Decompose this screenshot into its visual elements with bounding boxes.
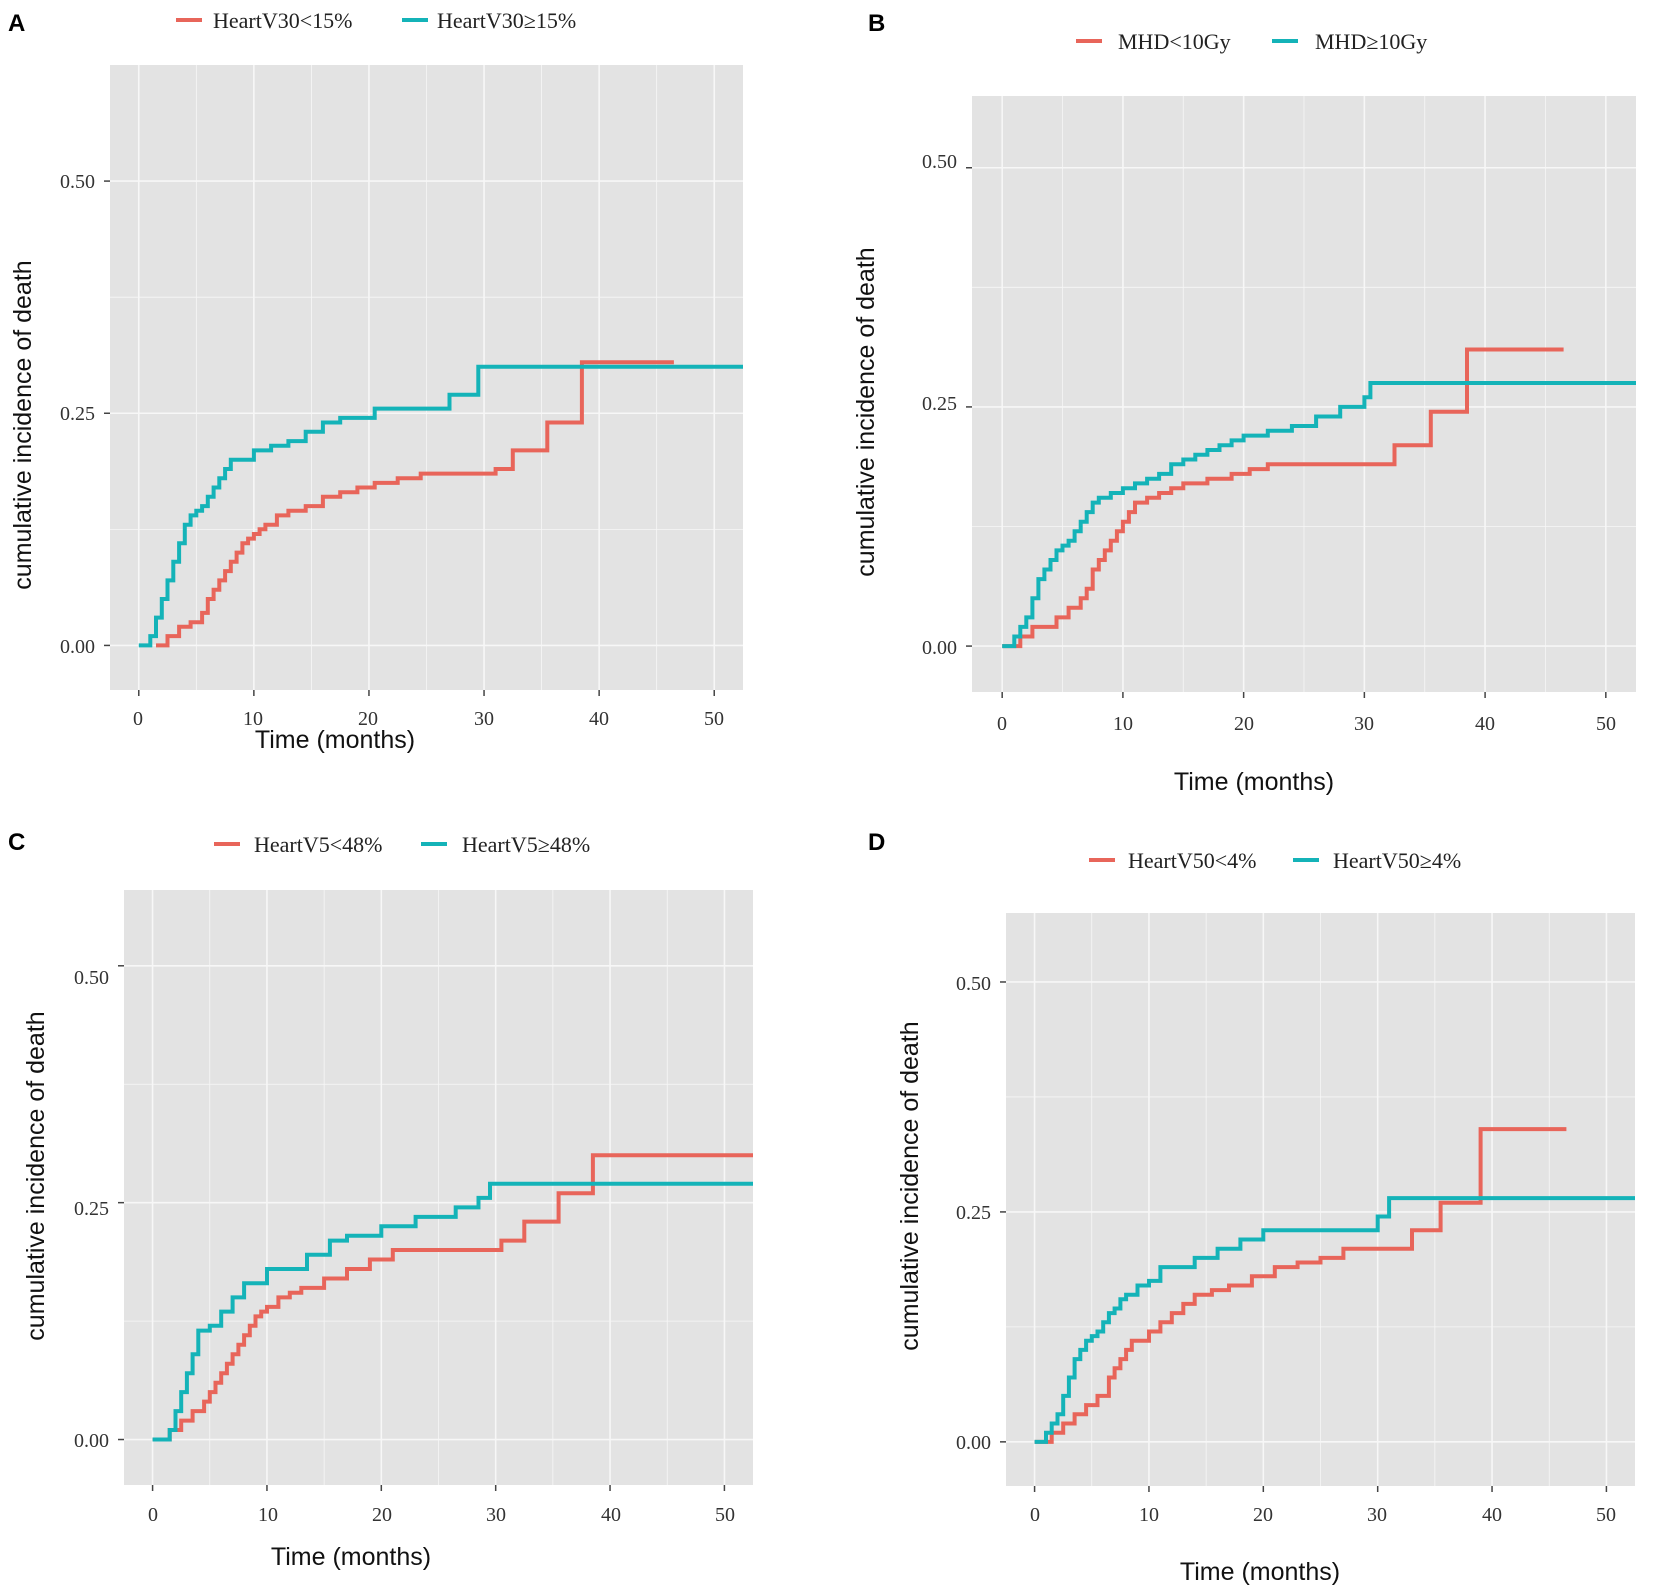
panel-letter-c: C <box>8 829 25 856</box>
y-tick-label-d-000: 0.00 <box>956 1432 991 1454</box>
y-tick-label-c-000: 0.00 <box>74 1430 109 1452</box>
y-tick-label-a-000: 0.00 <box>60 636 95 658</box>
panel-letter-b: B <box>868 10 885 37</box>
y-axis-title-c: cumulative incidence of death <box>22 1011 50 1340</box>
series-line-c-heartv5-ge48 <box>152 1181 753 1442</box>
x-axis-title-b: Time (months) <box>1174 768 1334 796</box>
x-tick-label-d-20: 20 <box>1253 1504 1273 1526</box>
x-tick-label-b-30: 30 <box>1354 713 1374 735</box>
x-tick-label-a-10: 10 <box>243 708 263 730</box>
y-axis-title-b: cumulative incidence of death <box>852 247 880 576</box>
x-tick-label-b-10: 10 <box>1113 713 1133 735</box>
panel-b: B MHD<10Gy MHD≥10Gy 0 10 20 30 40 50 0.0… <box>852 10 1636 796</box>
legend-label-teal-b: MHD≥10Gy <box>1315 29 1427 54</box>
x-tick-label-d-50: 50 <box>1596 1504 1616 1526</box>
legend-label-red-a: HeartV30<15% <box>213 8 352 33</box>
gridlines-c <box>124 890 753 1485</box>
x-tick-label-a-50: 50 <box>704 708 724 730</box>
y-tick-label-c-025: 0.25 <box>74 1198 109 1220</box>
axis-ticks-a <box>104 180 715 696</box>
gridlines-d <box>1006 913 1635 1486</box>
series-line-d-heartv50-lt4 <box>1034 1127 1567 1444</box>
x-axis-title-a: Time (months) <box>255 726 415 754</box>
x-axis-title-c: Time (months) <box>271 1543 431 1571</box>
series-line-d-heartv50-ge4 <box>1034 1196 1635 1444</box>
legend-label-teal-d: HeartV50≥4% <box>1333 848 1461 873</box>
panel-letter-d: D <box>868 829 885 856</box>
y-tick-label-d-025: 0.25 <box>956 1202 991 1224</box>
x-tick-label-a-0: 0 <box>133 708 143 730</box>
x-tick-label-b-20: 20 <box>1234 713 1254 735</box>
y-tick-label-a-050: 0.50 <box>60 171 95 193</box>
axis-ticks-c <box>118 965 726 1491</box>
legend-a: HeartV30<15% HeartV30≥15% <box>176 8 576 33</box>
y-tick-label-b-000: 0.00 <box>922 637 957 659</box>
legend-c: HeartV5<48% HeartV5≥48% <box>214 832 590 857</box>
y-tick-label-b-050: 0.50 <box>922 151 957 173</box>
axis-ticks-b <box>966 166 1607 698</box>
panel-letter-a: A <box>8 10 25 37</box>
axis-ticks-d <box>1000 981 1608 1492</box>
x-tick-label-c-30: 30 <box>486 1504 506 1526</box>
gridlines-a <box>110 65 743 690</box>
x-tick-label-a-30: 30 <box>474 708 494 730</box>
y-tick-label-b-025: 0.25 <box>922 393 957 415</box>
x-tick-label-d-30: 30 <box>1367 1504 1387 1526</box>
legend-label-teal-a: HeartV30≥15% <box>437 8 576 33</box>
x-tick-label-c-20: 20 <box>372 1504 392 1526</box>
x-tick-label-a-20: 20 <box>358 708 378 730</box>
x-tick-label-b-0: 0 <box>997 713 1007 735</box>
x-axis-title-d: Time (months) <box>1180 1558 1340 1586</box>
legend-label-red-c: HeartV5<48% <box>254 832 382 857</box>
x-tick-label-d-40: 40 <box>1482 1504 1502 1526</box>
y-axis-title-a: cumulative incidence of death <box>9 260 37 589</box>
x-tick-label-c-10: 10 <box>258 1504 278 1526</box>
series-line-a-heartv30-lt15 <box>156 360 674 648</box>
series-line-b-mhd-ge10 <box>1002 381 1636 649</box>
legend-b: MHD<10Gy MHD≥10Gy <box>1076 29 1427 54</box>
series-line-c-heartv5-lt48 <box>152 1153 753 1442</box>
x-tick-label-c-0: 0 <box>148 1504 158 1526</box>
legend-label-red-b: MHD<10Gy <box>1118 29 1231 54</box>
series-line-b-mhd-lt10 <box>1002 347 1564 649</box>
legend-d: HeartV50<4% HeartV50≥4% <box>1089 848 1461 873</box>
legend-label-red-d: HeartV50<4% <box>1128 848 1256 873</box>
x-tick-label-c-40: 40 <box>601 1504 621 1526</box>
x-tick-label-a-40: 40 <box>589 708 609 730</box>
series-line-a-heartv30-ge15 <box>138 364 743 648</box>
y-axis-title-d: cumulative incidence of death <box>896 1021 924 1350</box>
y-tick-label-c-050: 0.50 <box>74 967 109 989</box>
x-tick-label-b-50: 50 <box>1596 713 1616 735</box>
legend-label-teal-c: HeartV5≥48% <box>462 832 590 857</box>
x-tick-label-d-0: 0 <box>1030 1504 1040 1526</box>
y-tick-label-d-050: 0.50 <box>956 973 991 995</box>
x-tick-label-d-10: 10 <box>1139 1504 1159 1526</box>
panel-a: A HeartV30<15% HeartV30≥15% 0 10 20 30 4… <box>8 8 743 754</box>
x-tick-label-c-50: 50 <box>715 1504 735 1526</box>
gridlines-b <box>972 96 1636 692</box>
x-tick-label-b-40: 40 <box>1475 713 1495 735</box>
y-tick-label-a-025: 0.25 <box>60 403 95 425</box>
panel-d: D HeartV50<4% HeartV50≥4% 0 10 20 30 40 … <box>868 829 1635 1586</box>
panel-c: C HeartV5<48% HeartV5≥48% 0 10 20 30 40 … <box>8 829 753 1571</box>
